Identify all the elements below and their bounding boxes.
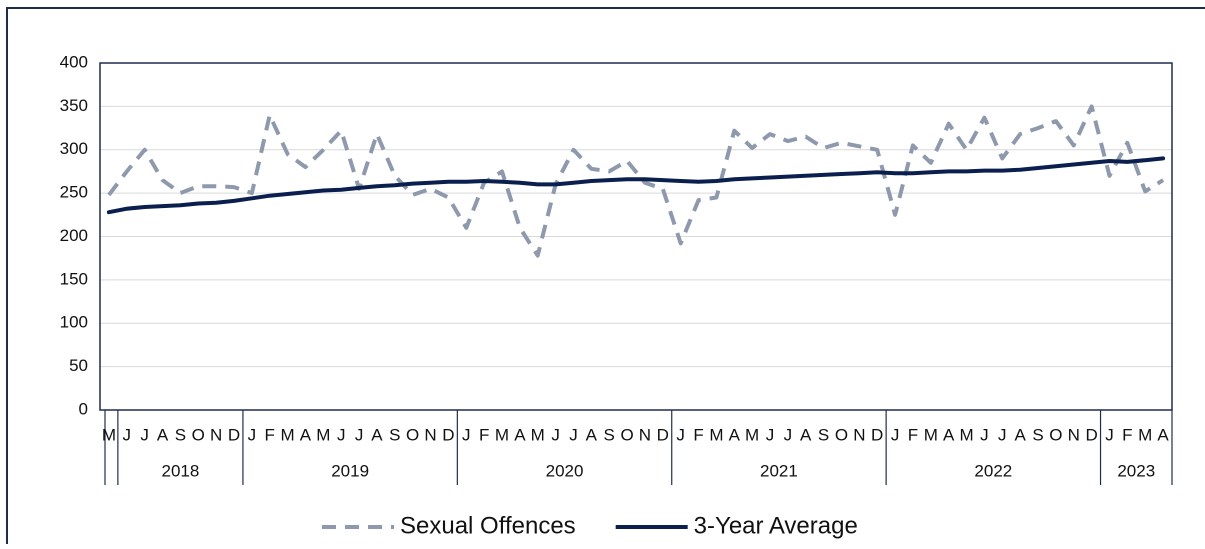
- x-tick-label: F: [479, 425, 489, 444]
- x-tick-label: M: [281, 425, 295, 444]
- x-tick-label: A: [300, 425, 312, 444]
- year-label: 2020: [546, 461, 584, 480]
- x-tick-label: F: [1122, 425, 1132, 444]
- frame: [6, 7, 1205, 544]
- x-tick-label: A: [514, 425, 526, 444]
- x-tick-label: J: [337, 425, 346, 444]
- year-label: 2022: [974, 461, 1012, 480]
- x-tick-label: A: [1157, 425, 1169, 444]
- x-tick-label: M: [102, 425, 116, 444]
- x-tick-label: A: [800, 425, 812, 444]
- x-tick-label: N: [1068, 425, 1080, 444]
- x-tick-label: A: [586, 425, 598, 444]
- series-line: [107, 104, 1165, 258]
- x-tick-label: M: [1138, 425, 1152, 444]
- x-tick-label: J: [766, 425, 775, 444]
- y-tick-label: 300: [60, 139, 88, 158]
- x-tick-label: J: [891, 425, 900, 444]
- x-tick-label: A: [1014, 425, 1026, 444]
- y-tick-label: 0: [79, 399, 88, 418]
- x-tick-label: N: [210, 425, 222, 444]
- x-tick-label: O: [1049, 425, 1062, 444]
- y-tick-label: 400: [60, 52, 88, 71]
- x-tick-label: D: [1085, 425, 1097, 444]
- x-tick-label: S: [1032, 425, 1043, 444]
- x-tick-label: N: [853, 425, 865, 444]
- y-tick-label: 200: [60, 226, 88, 245]
- x-tick-label: J: [123, 425, 132, 444]
- x-tick-label: S: [389, 425, 400, 444]
- x-tick-label: J: [140, 425, 149, 444]
- x-tick-label: M: [745, 425, 759, 444]
- x-tick-label: M: [924, 425, 938, 444]
- plot-border: [99, 62, 1173, 411]
- year-label: 2018: [161, 461, 199, 480]
- y-tick-label: 50: [69, 356, 88, 375]
- x-tick-label: O: [192, 425, 205, 444]
- x-tick-label: A: [157, 425, 169, 444]
- series-line: [106, 156, 1166, 215]
- x-tick-label: J: [980, 425, 989, 444]
- x-tick-label: A: [371, 425, 383, 444]
- y-tick-label: 150: [60, 269, 88, 288]
- x-tick-label: N: [639, 425, 651, 444]
- x-tick-label: D: [871, 425, 883, 444]
- x-tick-label: J: [551, 425, 560, 444]
- legend-label: 3-Year Average: [694, 512, 858, 539]
- x-tick-label: S: [175, 425, 186, 444]
- x-tick-label: M: [495, 425, 509, 444]
- year-label: 2021: [760, 461, 798, 480]
- x-tick-label: J: [355, 425, 364, 444]
- year-label: 2019: [331, 461, 369, 480]
- x-tick-label: S: [604, 425, 615, 444]
- x-tick-label: M: [531, 425, 545, 444]
- x-tick-label: F: [265, 425, 275, 444]
- x-tick-label: D: [657, 425, 669, 444]
- x-tick-label: N: [424, 425, 436, 444]
- x-tick-label: M: [316, 425, 330, 444]
- x-tick-label: M: [959, 425, 973, 444]
- x-tick-label: D: [228, 425, 240, 444]
- x-tick-label: D: [442, 425, 454, 444]
- x-tick-label: J: [462, 425, 471, 444]
- legend-label: Sexual Offences: [400, 512, 576, 539]
- x-tick-label: A: [943, 425, 955, 444]
- y-tick-label: 100: [60, 313, 88, 332]
- x-tick-label: S: [818, 425, 829, 444]
- y-tick-label: 250: [60, 183, 88, 202]
- x-tick-label: J: [784, 425, 793, 444]
- x-tick-label: O: [835, 425, 848, 444]
- x-tick-label: J: [676, 425, 685, 444]
- x-tick-label: J: [569, 425, 578, 444]
- x-tick-label: M: [709, 425, 723, 444]
- x-tick-label: F: [908, 425, 918, 444]
- x-tick-label: J: [998, 425, 1007, 444]
- x-tick-label: J: [1105, 425, 1114, 444]
- x-tick-label: O: [620, 425, 633, 444]
- x-tick-label: F: [693, 425, 703, 444]
- x-tick-label: J: [248, 425, 257, 444]
- y-tick-label: 350: [60, 96, 88, 115]
- year-label: 2023: [1117, 461, 1155, 480]
- x-tick-label: O: [406, 425, 419, 444]
- x-tick-label: A: [729, 425, 741, 444]
